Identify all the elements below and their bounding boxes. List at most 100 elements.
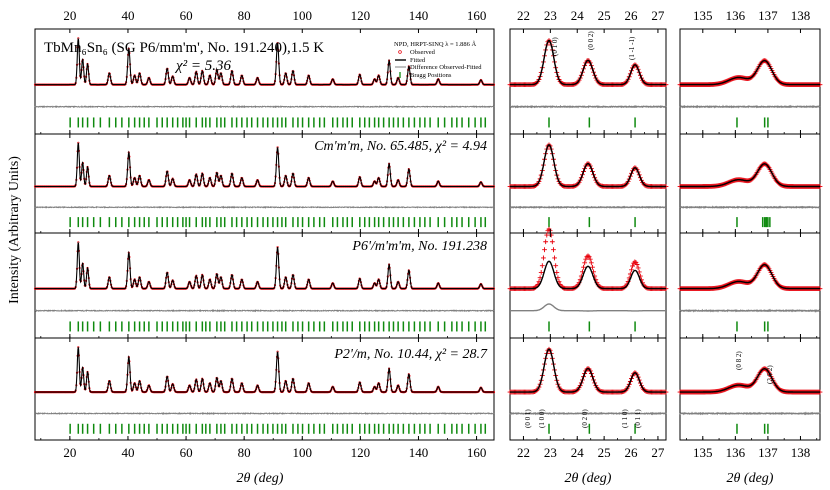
observed-points-r4-c2 [507, 346, 669, 395]
x-tick-label-top-c1: 100 [293, 8, 313, 23]
observed-point [552, 255, 557, 261]
x-tick-label-top-c3: 137 [758, 8, 778, 23]
observed-point [587, 256, 593, 262]
x-tick-label-top-c2: 26 [625, 8, 639, 23]
hkl-row4-mid-1: (1 0 0) [538, 409, 546, 428]
hkl-row1-mid-1: (0 0 2) [587, 31, 595, 50]
fitted-line-r2-c1 [35, 142, 494, 188]
x-tick-label-bottom-c1: 160 [467, 445, 487, 460]
hkl-row4-far-0: (0 8 2) [735, 351, 743, 370]
x-tick-label-top-c2: 24 [571, 8, 585, 23]
x-tick-label-bottom-c3: 135 [693, 445, 713, 460]
x-tick-label-bottom-c3: 137 [758, 445, 778, 460]
x-tick-label-bottom-c2: 24 [571, 445, 585, 460]
legend-bragg: Bragg Positions [410, 72, 452, 79]
legend-difference: Difference Observed-Fitted [410, 64, 482, 71]
x-tick-label-top-c2: 23 [544, 8, 557, 23]
hkl-row4-mid-0: (0 0 1) [524, 409, 532, 428]
hkl-row4-far-1: (2 6 2) [766, 365, 774, 384]
panel-frame-r1-c3 [679, 28, 821, 135]
observed-points-r4-c3 [677, 366, 823, 395]
observed-point [543, 239, 549, 245]
difference-line-r2-c1 [34, 205, 495, 209]
observed-point [551, 247, 556, 253]
observed-points-r2-c3 [677, 161, 823, 189]
observed-point [585, 253, 591, 259]
legend-observed: Observed [410, 49, 436, 56]
difference-line-r1-c1 [34, 104, 495, 109]
x-tick-label-top-c2: 25 [598, 8, 611, 23]
x-axis-title-zoom-low: 2θ (deg) [565, 471, 612, 486]
observed-point [588, 260, 594, 266]
row4-title: P2'/m, No. 10.44, χ² = 28.7 [333, 347, 488, 362]
observed-point [539, 263, 545, 269]
x-tick-label-top-c3: 138 [791, 8, 811, 23]
x-tick-label-bottom-c3: 138 [791, 445, 811, 460]
x-tick-label-bottom-c3: 136 [726, 445, 746, 460]
x-tick-label-top-c1: 80 [238, 8, 251, 23]
observed-point [582, 260, 588, 266]
observed-points-r3-c2 [507, 226, 669, 292]
x-tick-label-bottom-c2: 27 [651, 445, 665, 460]
x-tick-label-top-c2: 22 [517, 8, 530, 23]
x-tick-label-bottom-c2: 23 [544, 445, 557, 460]
x-axis-title-main: 2θ (deg) [237, 471, 284, 486]
hkl-row1-mid-2: (1 -1 -1) [628, 36, 636, 60]
hkl-labels: (0 1 0) (0 0 2) (1 -1 -1) (0 0 1) (1 0 0… [524, 31, 774, 428]
hkl-row1-mid-0: (0 1 0) [551, 37, 559, 56]
x-axis-title-zoom-high: 2θ (deg) [727, 471, 774, 486]
plot-data [33, 37, 823, 434]
x-tick-label-top-c3: 136 [726, 8, 746, 23]
x-tick-label-top-c1: 140 [409, 8, 429, 23]
row1-title: TbMn₆Sn₆ (SG P6/mm'm', No. 191.240),1.5 … [44, 40, 324, 56]
fitted-line-r3-c2 [510, 260, 666, 290]
x-tick-label-top-c3: 135 [693, 8, 713, 23]
difference-line-r4-c1 [34, 411, 495, 416]
difference-line-r3-c1 [34, 309, 495, 313]
difference-line-r1-c2 [510, 104, 667, 109]
x-tick-label-top-c1: 20 [63, 8, 76, 23]
row1-chi2: χ² = 5.36 [174, 58, 231, 74]
x-tick-label-bottom-c1: 120 [351, 445, 371, 460]
y-axis-title: Intensity (Arbitrary Units) [7, 156, 22, 304]
panel-frame-r4-c1 [34, 337, 495, 441]
x-tick-label-bottom-c2: 26 [625, 445, 639, 460]
fitted-line-r3-c3 [680, 263, 820, 290]
hkl-row4-mid-4: (0 1 1) [634, 409, 642, 428]
x-tick-label-bottom-c1: 20 [63, 445, 76, 460]
observed-point [630, 263, 635, 269]
difference-line-r2-c2 [509, 205, 666, 210]
difference-line-r4-c3 [679, 411, 821, 416]
observed-points-r3-c3 [677, 262, 823, 292]
panel-frame-r2-c3 [679, 133, 821, 234]
hkl-row4-mid-2: (0 2 0) [581, 409, 589, 428]
x-tick-label-bottom-c1: 140 [409, 445, 429, 460]
difference-line-r3-c2 [510, 303, 666, 312]
panel-frame-r4-c3 [679, 337, 821, 441]
fitted-line-r1-c3 [680, 59, 820, 86]
difference-line-r1-c3 [679, 104, 821, 109]
x-tick-label-top-c1: 60 [180, 8, 193, 23]
observed-point [583, 256, 589, 262]
x-tick-label-bottom-c1: 60 [180, 445, 193, 460]
observed-point [541, 255, 546, 261]
legend-fitted: Fitted [410, 57, 426, 64]
x-tick-label-bottom-c1: 100 [293, 445, 313, 460]
fitted-line-r4-c3 [680, 368, 820, 393]
row3-title: P6'/m'm'm, No. 191.238 [351, 239, 487, 254]
observed-point [586, 254, 592, 260]
x-tick-label-bottom-c1: 80 [238, 445, 251, 460]
row2-title: Cm'm'm, No. 65.485, χ² = 4.94 [314, 139, 487, 154]
difference-line-r3-c3 [679, 308, 821, 313]
x-tick-label-top-c1: 160 [467, 8, 487, 23]
observed-points-r1-c3 [677, 58, 823, 88]
observed-point [549, 239, 555, 245]
observed-point [542, 247, 547, 253]
fitted-line-r2-c3 [680, 163, 820, 188]
observed-point [553, 263, 559, 269]
x-tick-label-top-c1: 40 [121, 8, 134, 23]
panel-frame-r3-c3 [679, 232, 821, 339]
hkl-row4-mid-3: (1 1 0) [621, 409, 629, 428]
x-tick-label-bottom-c2: 25 [598, 445, 611, 460]
